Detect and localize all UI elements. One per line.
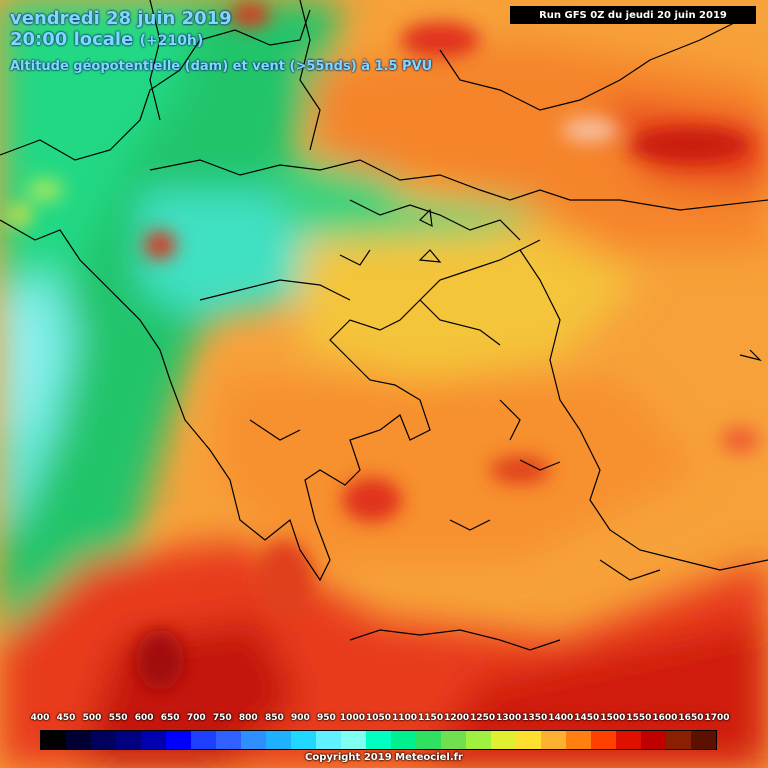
legend-swatch	[566, 731, 591, 749]
legend-swatch	[41, 731, 66, 749]
legend-label: 900	[290, 713, 310, 723]
legend-label: 700	[186, 713, 206, 723]
legend-swatch	[516, 731, 541, 749]
legend-label: 1400	[548, 713, 574, 723]
legend-swatch	[66, 731, 91, 749]
legend-label: 1050	[365, 713, 392, 723]
legend-label: 1700	[704, 713, 730, 723]
legend-label: 1600	[652, 713, 678, 723]
legend-swatch	[591, 731, 616, 749]
legend-swatch	[166, 731, 191, 749]
legend-swatch	[441, 731, 466, 749]
copyright: Copyright 2019 Meteociel.fr	[305, 752, 463, 763]
color-legend: 400 450 500 550 600 650 700 750 800 850 900 950 1000…	[31, 713, 730, 750]
legend-label: 1650	[678, 713, 704, 723]
legend-label: 1250	[470, 713, 496, 723]
legend-label: 800	[238, 713, 258, 723]
legend-colorbar	[40, 730, 717, 750]
legend-label: 500	[82, 713, 102, 723]
legend-swatch	[141, 731, 166, 749]
legend-swatch	[266, 731, 291, 749]
legend-swatch	[291, 731, 316, 749]
field-description: Altitude géopotentielle (dam) et vent (>…	[10, 58, 433, 74]
legend-swatch	[491, 731, 516, 749]
legend-label: 600	[134, 713, 154, 723]
run-label: Run GFS 0Z du jeudi 20 juin 2019	[510, 6, 756, 24]
legend-label: 1300	[496, 713, 522, 723]
legend-label: 1200	[444, 713, 470, 723]
legend-swatch	[366, 731, 391, 749]
legend-swatch	[316, 731, 341, 749]
legend-swatch	[91, 731, 116, 749]
valid-time: 20:00 locale (+210h)	[10, 28, 432, 50]
legend-labels: 400 450 500 550 600 650 700 750 800 850 900 950 1000…	[31, 713, 730, 727]
legend-label: 1550	[626, 713, 652, 723]
legend-label: 1500	[600, 713, 626, 723]
legend-label: 850	[264, 713, 284, 723]
legend-label: 1450	[574, 713, 600, 723]
legend-swatch	[691, 731, 716, 749]
legend-label: 1150	[418, 713, 444, 723]
lead-time: (+210h)	[139, 32, 204, 49]
legend-label: 450	[56, 713, 76, 723]
legend-label: 400	[30, 713, 50, 723]
legend-swatch	[666, 731, 691, 749]
map-title: vendredi 28 juin 2019 20:00 locale (+210…	[10, 8, 433, 74]
valid-date: vendredi 28 juin 2019	[10, 8, 232, 29]
legend-label: 550	[108, 713, 128, 723]
legend-swatch	[541, 731, 566, 749]
legend-label: 750	[212, 713, 232, 723]
legend-label: 1100	[392, 713, 418, 723]
legend-swatch	[416, 731, 441, 749]
legend-swatch	[191, 731, 216, 749]
legend-swatch	[391, 731, 416, 749]
legend-swatch	[241, 731, 266, 749]
legend-swatch	[616, 731, 641, 749]
legend-swatch	[466, 731, 491, 749]
legend-label: 1350	[522, 713, 548, 723]
legend-swatch	[341, 731, 366, 749]
valid-time-text: 20:00 locale	[10, 28, 134, 50]
legend-swatch	[116, 731, 141, 749]
legend-label: 1000	[339, 713, 365, 723]
legend-swatch	[641, 731, 666, 749]
legend-label: 950	[317, 713, 336, 723]
legend-label: 650	[160, 713, 180, 723]
legend-swatch	[216, 731, 241, 749]
